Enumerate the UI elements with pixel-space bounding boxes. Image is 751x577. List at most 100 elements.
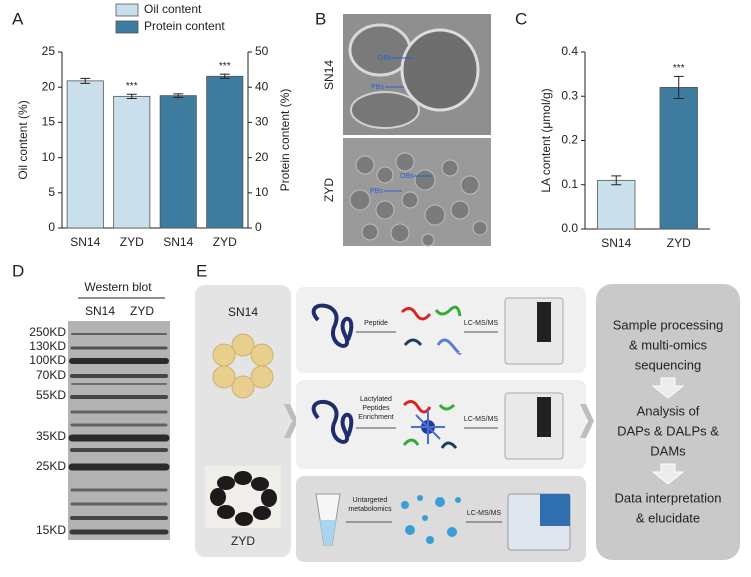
sem-images: SN14 ZYD OBs PBs OBs PBs [322,14,491,247]
marker-label: 250KD [29,325,66,339]
blot-image [68,321,170,540]
enrichment-icon [411,410,445,444]
stage-text: Sample processing [613,317,724,332]
significance: *** [126,81,138,92]
tick-label: 20 [42,79,56,93]
tick-label: 50 [255,44,269,58]
marker-label: 25KD [36,459,66,473]
instrument [537,397,551,437]
row-label: SN14 [322,60,336,90]
significance: *** [219,61,231,72]
tube-icon [320,520,336,545]
instrument [537,302,551,342]
error-bar [80,77,91,84]
stage-text: & multi-omics [629,337,708,352]
panel-label: B [315,9,326,28]
blot-title: Western blot [84,280,152,294]
legend-swatch [115,3,139,17]
stage-text: sequencing [635,357,702,372]
peptide-icons [402,400,458,449]
blot-bands [68,333,170,535]
bar [66,80,104,229]
protein-icon [311,399,354,444]
error-bar [126,93,137,99]
tick-label: 0 [48,220,55,234]
bar [597,179,636,230]
down-arrow [651,377,685,399]
bar [159,95,197,229]
seeds [212,333,274,399]
step-label: Untargeted [353,497,388,504]
tick-label: 30 [255,115,269,129]
x-tick-label: ZYD [667,236,691,250]
marker-label: 70KD [36,368,66,382]
step-label: LC-MS/MS [467,510,502,517]
tick-label: 20 [255,150,269,164]
tick-label: 0.4 [561,44,578,58]
bar [659,87,698,230]
lane-label: SN14 [85,304,115,318]
marker-label: 130KD [29,339,66,353]
stage-box [596,284,740,560]
seeds [210,471,277,526]
cell [400,28,480,112]
bar [113,95,151,229]
tick-label: 25 [42,44,56,58]
legend-label: Protein content [144,19,225,33]
step-label: LC-MS/MS [464,416,499,423]
panel-label: A [12,9,24,28]
instrument [504,392,564,460]
legend-label: Oil content [144,2,202,16]
x-tick-label: ZYD [120,235,144,249]
workflow: SN14 ZYD Peptide LC-MS/MS L [195,284,740,562]
tick-label: 5 [48,185,55,199]
instrument [540,494,570,526]
protein-icon [311,303,354,348]
down-arrow [651,463,685,485]
sample-label: SN14 [228,305,258,319]
tick-label: 0 [255,220,262,234]
stage-text: & elucidate [636,510,700,525]
stage-text: DAPs & DALPs & [617,423,719,438]
x-tick-label: SN14 [601,236,631,250]
marker-label: 15KD [36,523,66,537]
tick-label: 0.2 [561,133,578,147]
tick-label: 10 [255,185,269,199]
x-tick-label: SN14 [70,235,100,249]
sem-annotation: PBs [371,84,384,91]
panel-label: E [196,261,207,280]
marker-label: 35KD [36,429,66,443]
error-bar [611,175,622,186]
step-label: metabolomics [348,506,392,513]
peptide-icons [400,305,462,355]
protein-bodies [349,152,488,247]
sem-annotation: OBs [400,173,414,180]
bar [206,75,244,229]
metabolite-icons [401,495,461,544]
marker-label: 100KD [29,353,66,367]
y-axis-label: LA content (μmol/g) [539,88,553,192]
sem-annotation: OBs [378,55,392,62]
step-label: Enrichment [358,414,393,421]
stage-text: Data interpretation [615,490,722,505]
step-label: Peptide [364,320,388,327]
step-label: LC-MS/MS [464,320,499,327]
tick-label: 0.1 [561,177,578,191]
y2-axis-label: Protein content (%) [278,89,292,192]
tick-label: 0.0 [561,221,578,235]
y-axis-label: Oil content (%) [16,100,30,179]
error-bar [673,75,684,99]
chevron [284,404,298,438]
error-bar [219,73,230,79]
x-tick-label: SN14 [163,235,193,249]
instrument [504,297,564,365]
tick-label: 40 [255,79,269,93]
sample-label: ZYD [231,534,255,548]
row-label: ZYD [322,178,336,202]
tick-label: 0.3 [561,88,578,102]
panel-label: C [515,9,527,28]
error-bar [173,93,184,98]
lane-label: ZYD [130,304,154,318]
tick-label: 15 [42,115,56,129]
